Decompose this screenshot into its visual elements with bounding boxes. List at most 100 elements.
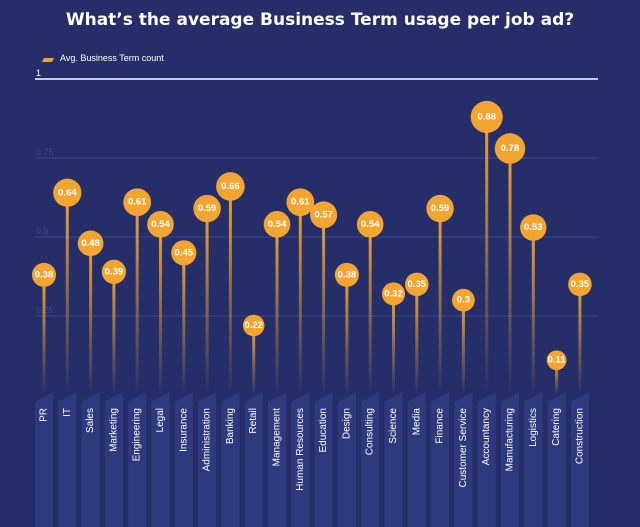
data-label: 0.66 — [221, 181, 240, 192]
lollipop-stem — [508, 148, 512, 395]
lollipop-stem — [461, 300, 465, 395]
data-label: 0.61 — [291, 197, 310, 208]
category-band — [570, 392, 589, 527]
category-band — [407, 392, 426, 527]
lollipop-head — [101, 259, 127, 284]
x-tick-label: Science — [388, 408, 399, 444]
data-label: 0.88 — [477, 111, 496, 122]
category-band — [477, 392, 496, 527]
lollipop-stem — [275, 224, 279, 395]
data-label: 0.54 — [151, 219, 170, 230]
y-tick-label: 0.5 — [36, 226, 49, 236]
lollipop-stem — [578, 284, 582, 395]
lollipop-stem — [485, 116, 489, 396]
x-tick-label: Administration — [202, 408, 213, 471]
category-band — [501, 392, 519, 527]
y-tick-label: 1 — [36, 68, 41, 78]
lollipop-stem — [135, 202, 139, 395]
x-tick-label: Human Resources — [295, 408, 306, 491]
legend-swatch — [42, 58, 54, 62]
x-tick-label: Construction — [574, 408, 585, 464]
category-band — [151, 392, 170, 527]
lollipop-head — [53, 178, 82, 207]
lollipop-stem — [555, 360, 559, 395]
x-tick-label: Accountancy — [481, 408, 492, 465]
x-tick-label: Customer Service — [458, 408, 469, 488]
data-label: 0.11 — [548, 355, 567, 366]
category-band — [58, 392, 77, 527]
lollipop-stem — [42, 274, 46, 395]
data-label: 0.38 — [35, 269, 54, 280]
category-band — [314, 392, 333, 527]
category-band — [431, 392, 450, 527]
lollipop-stem — [415, 284, 419, 395]
y-tick-label: 0.75 — [36, 147, 54, 157]
category-band — [384, 392, 403, 527]
data-label: 0.35 — [408, 279, 427, 290]
lollipop-stem — [298, 202, 302, 395]
lollipop-head — [470, 100, 503, 133]
data-label: 0.54 — [361, 219, 380, 230]
x-tick-label: PR — [39, 408, 50, 422]
data-label: 0.61 — [128, 197, 147, 208]
x-tick-label: Design — [341, 408, 352, 439]
data-label: 0.39 — [105, 266, 124, 277]
data-label: 0.22 — [244, 320, 263, 331]
data-label: 0.64 — [58, 187, 77, 198]
x-tick-label: Marketing — [108, 408, 119, 452]
lollipop-head — [568, 272, 592, 297]
category-band — [337, 392, 356, 527]
lollipop-head — [193, 194, 221, 223]
lollipop-head — [426, 194, 454, 223]
chart-title: What’s the average Business Term usage p… — [66, 10, 574, 30]
lollipop-stem — [531, 227, 535, 395]
legend: Avg. Business Term count — [42, 53, 164, 63]
data-marks: 0.38 0.64 0.48 0.39 0.61 0.54 0.45 0.59 0.66 0.22… — [31, 100, 592, 396]
x-tick-label: Catering — [551, 408, 562, 446]
category-band — [35, 392, 53, 527]
lollipop-head — [123, 188, 152, 217]
x-tick-label: IT — [62, 408, 73, 417]
data-label: 0.57 — [314, 209, 333, 220]
lollipop-head — [546, 350, 567, 371]
x-tick-label: Insurance — [178, 408, 189, 452]
category-band — [361, 392, 380, 527]
lollipop-head — [216, 172, 245, 201]
lollipop-stem — [345, 274, 349, 395]
lollipop-head — [171, 240, 197, 266]
lollipop-head — [286, 188, 315, 217]
category-band — [291, 392, 310, 527]
x-tick-label: Logistics — [528, 408, 539, 447]
data-label: 0.53 — [524, 222, 543, 233]
data-label: 0.78 — [501, 143, 520, 154]
data-label: 0.59 — [198, 203, 217, 214]
x-tick-label: Banking — [225, 408, 236, 444]
data-label: 0.38 — [338, 269, 357, 280]
category-band — [81, 392, 100, 527]
x-tick-label: Finance — [435, 408, 446, 444]
lollipop-stem — [322, 214, 326, 395]
lollipop-stem — [205, 208, 209, 395]
category-band — [268, 392, 286, 527]
lollipop-head — [494, 133, 526, 164]
lollipop-stem — [89, 243, 93, 395]
lollipop-head — [147, 211, 174, 238]
x-tick-label: Sales — [85, 408, 96, 433]
lollipop-stem — [228, 186, 232, 395]
data-label: 0.59 — [431, 203, 450, 214]
lollipop-stem — [159, 224, 162, 395]
category-band — [128, 392, 147, 527]
lollipop-stem — [438, 208, 442, 395]
category-band — [244, 392, 263, 527]
lollipop-head — [356, 211, 384, 238]
lollipop-head — [77, 230, 104, 257]
category-band — [198, 392, 217, 527]
x-tick-label: Legal — [155, 408, 166, 432]
lollipop-stem — [182, 252, 186, 395]
lollipop-stem — [392, 293, 395, 395]
category-band — [524, 392, 543, 527]
lollipop-head — [405, 272, 429, 297]
category-bands: PR IT Sales Marketing Engineering Legal Insura… — [35, 392, 589, 527]
legend-label: Avg. Business Term count — [60, 53, 164, 63]
